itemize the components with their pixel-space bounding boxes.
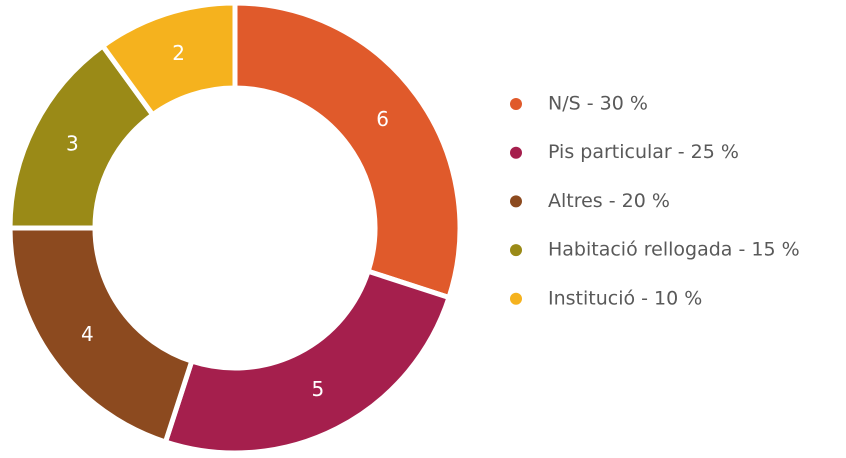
legend-swatch: [510, 146, 522, 159]
legend-label: Institució - 10 %: [548, 287, 702, 309]
slice-label: 6: [376, 107, 389, 131]
legend-swatch: [510, 244, 522, 257]
legend-label: Habitació rellogada - 15 %: [548, 239, 800, 261]
slice-label: 4: [81, 322, 94, 346]
slice-label: 5: [311, 377, 324, 401]
legend-swatch: [510, 195, 522, 208]
slice: [99, 0, 238, 119]
slice: [232, 0, 463, 301]
slice: [7, 225, 195, 446]
legend-label: Altres - 20 %: [548, 190, 670, 212]
slice-label: 3: [66, 132, 79, 156]
slice: [162, 268, 453, 456]
legend-label: Pis particular - 25 %: [548, 141, 739, 163]
slice-label: 2: [172, 41, 185, 65]
legend-swatch: [510, 292, 522, 305]
legend-swatch: [510, 98, 522, 110]
legend-label: N/S - 30 %: [548, 93, 648, 115]
